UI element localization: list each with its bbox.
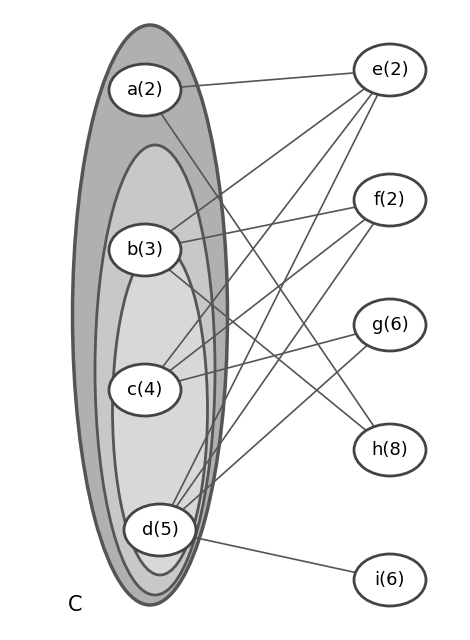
Text: d(5): d(5)	[141, 521, 179, 539]
Ellipse shape	[95, 145, 215, 595]
Text: b(3): b(3)	[126, 241, 164, 259]
Ellipse shape	[354, 44, 426, 96]
Ellipse shape	[354, 299, 426, 351]
Ellipse shape	[72, 25, 227, 605]
Ellipse shape	[109, 64, 181, 116]
Text: e(2): e(2)	[372, 61, 408, 79]
Text: h(8): h(8)	[372, 441, 408, 459]
Ellipse shape	[354, 554, 426, 606]
Text: i(6): i(6)	[375, 571, 405, 589]
Ellipse shape	[354, 174, 426, 226]
Ellipse shape	[124, 504, 196, 556]
Text: C: C	[68, 595, 82, 615]
Ellipse shape	[109, 224, 181, 276]
Text: a(2): a(2)	[127, 81, 163, 99]
Text: g(6): g(6)	[372, 316, 408, 334]
Ellipse shape	[354, 424, 426, 476]
Text: c(4): c(4)	[127, 381, 163, 399]
Ellipse shape	[112, 245, 207, 575]
Ellipse shape	[109, 364, 181, 416]
Text: f(2): f(2)	[374, 191, 406, 209]
